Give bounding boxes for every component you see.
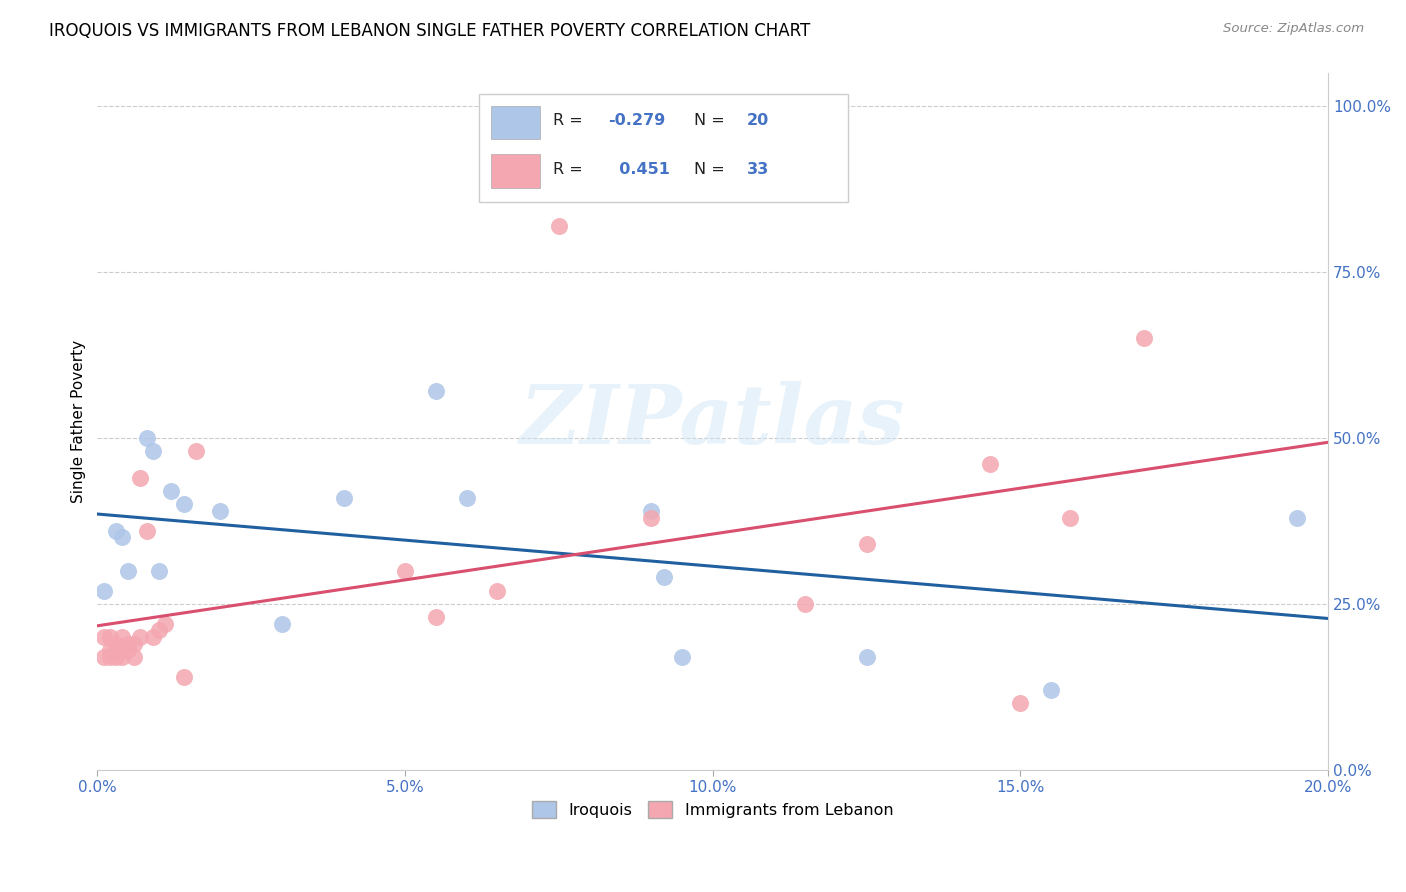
Point xyxy=(456,491,478,505)
Point xyxy=(855,537,877,551)
Point xyxy=(111,649,134,664)
Point xyxy=(148,564,170,578)
Text: N =: N = xyxy=(695,113,725,128)
Point xyxy=(855,649,877,664)
Point xyxy=(1059,510,1081,524)
Point xyxy=(671,649,693,664)
Bar xyxy=(491,154,540,188)
Point xyxy=(394,564,416,578)
Text: 0.451: 0.451 xyxy=(609,161,671,177)
Point xyxy=(104,649,127,664)
Point xyxy=(209,504,232,518)
Text: ZIPatlas: ZIPatlas xyxy=(520,381,905,461)
Point xyxy=(640,510,662,524)
Point xyxy=(98,649,121,664)
Point xyxy=(1040,683,1063,698)
Point xyxy=(104,524,127,538)
Text: N =: N = xyxy=(695,161,725,177)
Legend: Iroquois, Immigrants from Lebanon: Iroquois, Immigrants from Lebanon xyxy=(526,795,900,824)
Point xyxy=(173,497,195,511)
Point xyxy=(124,649,146,664)
Point xyxy=(135,431,157,445)
Point xyxy=(117,637,139,651)
Point xyxy=(548,219,571,233)
Point xyxy=(111,530,134,544)
Point xyxy=(640,504,662,518)
Point xyxy=(271,616,294,631)
Point xyxy=(148,624,170,638)
Point xyxy=(104,637,127,651)
Point xyxy=(1010,696,1032,710)
Point xyxy=(173,670,195,684)
Point xyxy=(153,616,176,631)
Point xyxy=(104,643,127,657)
FancyBboxPatch shape xyxy=(479,94,848,202)
Point xyxy=(425,610,447,624)
Point xyxy=(794,597,817,611)
Point xyxy=(142,444,165,458)
Point xyxy=(652,570,675,584)
Text: 33: 33 xyxy=(747,161,769,177)
Point xyxy=(124,637,146,651)
Text: R =: R = xyxy=(553,113,582,128)
Point xyxy=(93,630,115,644)
Bar xyxy=(491,106,540,139)
Point xyxy=(184,444,207,458)
Point xyxy=(142,630,165,644)
Point xyxy=(98,630,121,644)
Point xyxy=(160,483,183,498)
Point xyxy=(129,471,152,485)
Point xyxy=(135,524,157,538)
Point xyxy=(1286,510,1309,524)
Point xyxy=(1132,331,1154,345)
Point xyxy=(111,630,134,644)
Point xyxy=(486,583,509,598)
Text: R =: R = xyxy=(553,161,582,177)
Point xyxy=(98,643,121,657)
Point xyxy=(425,384,447,399)
Text: -0.279: -0.279 xyxy=(609,113,665,128)
Point xyxy=(129,630,152,644)
Point xyxy=(332,491,354,505)
Y-axis label: Single Father Poverty: Single Father Poverty xyxy=(72,340,86,503)
Text: IROQUOIS VS IMMIGRANTS FROM LEBANON SINGLE FATHER POVERTY CORRELATION CHART: IROQUOIS VS IMMIGRANTS FROM LEBANON SING… xyxy=(49,22,810,40)
Point xyxy=(117,564,139,578)
Point xyxy=(93,649,115,664)
Text: 20: 20 xyxy=(747,113,769,128)
Text: Source: ZipAtlas.com: Source: ZipAtlas.com xyxy=(1223,22,1364,36)
Point xyxy=(979,458,1001,472)
Point xyxy=(93,583,115,598)
Point xyxy=(117,643,139,657)
